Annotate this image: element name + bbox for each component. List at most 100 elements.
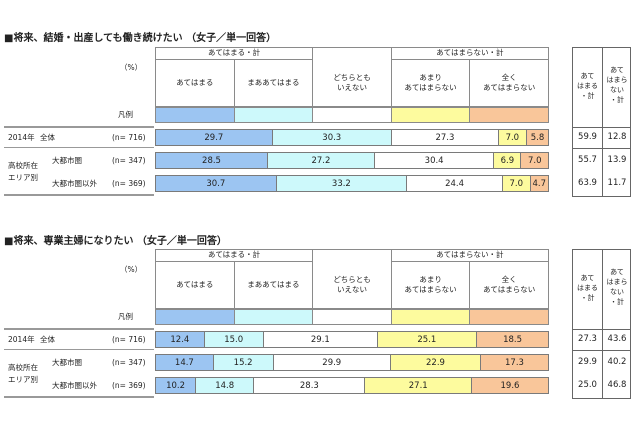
legend-swatch bbox=[233, 309, 314, 325]
bar-segment-5: 5.8 bbox=[525, 129, 550, 146]
totals-header-yes: あて はまる ・計 bbox=[577, 274, 598, 302]
totals-table bbox=[572, 249, 631, 399]
legend-label: 凡例 bbox=[118, 312, 133, 321]
legend-swatch bbox=[155, 309, 235, 325]
legend-swatch bbox=[469, 107, 549, 123]
bar-segment-5: 7.0 bbox=[520, 152, 549, 169]
row-label: 大都市圏以外 bbox=[52, 179, 97, 188]
category-header: 全く あてはまらない bbox=[469, 59, 549, 107]
row-n: (n= 347) bbox=[112, 156, 146, 165]
bar-segment-3: 24.4 bbox=[406, 175, 504, 192]
category-header: あまり あてはまらない bbox=[390, 59, 471, 107]
row-label: 全体 bbox=[40, 133, 55, 142]
bar-segment-2: 33.2 bbox=[275, 175, 408, 192]
row-n: (n= 347) bbox=[112, 358, 146, 367]
row-group-label: 2014年 bbox=[8, 335, 35, 344]
category-header: まああてはまる bbox=[233, 59, 314, 107]
row-n: (n= 369) bbox=[112, 381, 146, 390]
row-label: 大都市圏以外 bbox=[52, 381, 97, 390]
totals-divider bbox=[572, 329, 631, 330]
bar-segment-4: 7.0 bbox=[502, 175, 531, 192]
row-group-label: 2014年 bbox=[8, 133, 35, 142]
category-header: あてはまる bbox=[155, 261, 235, 309]
divider bbox=[4, 126, 154, 128]
bar-segment-1: 10.2 bbox=[155, 377, 197, 394]
total-yes: 27.3 bbox=[578, 334, 597, 344]
row-group-label: 高校所在 エリア別 bbox=[8, 363, 38, 384]
total-yes: 25.0 bbox=[578, 380, 597, 390]
totals-divider bbox=[572, 148, 631, 149]
totals-table bbox=[572, 47, 631, 197]
totals-divider bbox=[602, 47, 603, 197]
category-header: どちらとも いえない bbox=[333, 72, 371, 93]
legend-swatch bbox=[312, 309, 392, 325]
legend-swatch bbox=[312, 107, 392, 123]
row-label: 全体 bbox=[40, 335, 55, 344]
legend-swatch bbox=[390, 309, 471, 325]
bar-segment-1: 29.7 bbox=[155, 129, 273, 146]
total-yes: 59.9 bbox=[578, 132, 597, 142]
bar-segment-5: 18.5 bbox=[475, 331, 550, 348]
bar-segment-4: 25.1 bbox=[377, 331, 477, 348]
total-no: 40.2 bbox=[607, 357, 627, 367]
bar-segment-2: 30.3 bbox=[271, 129, 392, 146]
total-no: 11.7 bbox=[607, 178, 627, 188]
divider bbox=[4, 194, 154, 196]
divider bbox=[4, 328, 154, 330]
chart-title: ■将来、結婚・出産しても働き続けたい （女子／単一回答） bbox=[4, 33, 277, 44]
bar-segment-3: 30.4 bbox=[373, 152, 495, 169]
bar-segment-4: 6.9 bbox=[493, 152, 522, 169]
category-header: どちらとも いえない bbox=[333, 274, 371, 295]
row-label: 大都市圏 bbox=[52, 358, 82, 367]
total-yes: 63.9 bbox=[578, 178, 597, 188]
legend-swatch bbox=[469, 309, 549, 325]
legend-label: 凡例 bbox=[118, 110, 133, 119]
totals-divider bbox=[572, 350, 631, 351]
bar-segment-2: 15.2 bbox=[212, 354, 274, 371]
total-no: 43.6 bbox=[607, 334, 627, 344]
row-group-label: 高校所在 エリア別 bbox=[8, 161, 38, 182]
category-header: まああてはまる bbox=[233, 261, 314, 309]
total-no: 13.9 bbox=[607, 155, 627, 165]
bar-segment-5: 19.6 bbox=[470, 377, 549, 394]
bar-segment-4: 7.0 bbox=[498, 129, 527, 146]
unit-label: （%） bbox=[120, 265, 143, 274]
divider bbox=[4, 147, 154, 148]
bar-segment-1: 14.7 bbox=[155, 354, 214, 371]
legend-swatch bbox=[390, 107, 471, 123]
totals-header-no: あて はまら ない ・計 bbox=[606, 66, 628, 104]
bar-segment-5: 4.7 bbox=[529, 175, 549, 192]
bar-segment-2: 14.8 bbox=[195, 377, 255, 394]
bar-segment-3: 29.9 bbox=[272, 354, 391, 371]
totals-divider bbox=[602, 249, 603, 399]
legend-swatch bbox=[155, 107, 235, 123]
divider bbox=[4, 396, 154, 398]
bar-segment-4: 27.1 bbox=[364, 377, 472, 394]
total-no: 46.8 bbox=[607, 380, 627, 390]
bar-segment-4: 22.9 bbox=[390, 354, 481, 371]
totals-header-no: あて はまら ない ・計 bbox=[606, 268, 628, 306]
bar-segment-1: 30.7 bbox=[155, 175, 277, 192]
total-no: 12.8 bbox=[607, 132, 627, 142]
totals-header-yes: あて はまる ・計 bbox=[577, 72, 598, 100]
bar-segment-1: 28.5 bbox=[155, 152, 268, 169]
bar-segment-2: 27.2 bbox=[267, 152, 375, 169]
row-n: (n= 716) bbox=[112, 335, 146, 344]
totals-divider bbox=[572, 127, 631, 128]
unit-label: （%） bbox=[120, 63, 143, 72]
category-header: 全く あてはまらない bbox=[469, 261, 549, 309]
bar-segment-5: 17.3 bbox=[480, 354, 549, 371]
category-header: あてはまる bbox=[155, 59, 235, 107]
row-label: 大都市圏 bbox=[52, 156, 82, 165]
row-n: (n= 369) bbox=[112, 179, 146, 188]
chart-title: ■将来、専業主婦になりたい （女子／単一回答） bbox=[4, 236, 227, 247]
bar-segment-3: 28.3 bbox=[253, 377, 366, 394]
bar-segment-3: 29.1 bbox=[262, 331, 379, 348]
total-yes: 55.7 bbox=[578, 155, 597, 165]
category-header: あまり あてはまらない bbox=[390, 261, 471, 309]
divider bbox=[4, 349, 154, 350]
bar-segment-2: 15.0 bbox=[203, 331, 264, 348]
row-n: (n= 716) bbox=[112, 133, 146, 142]
bar-segment-3: 27.3 bbox=[390, 129, 500, 146]
